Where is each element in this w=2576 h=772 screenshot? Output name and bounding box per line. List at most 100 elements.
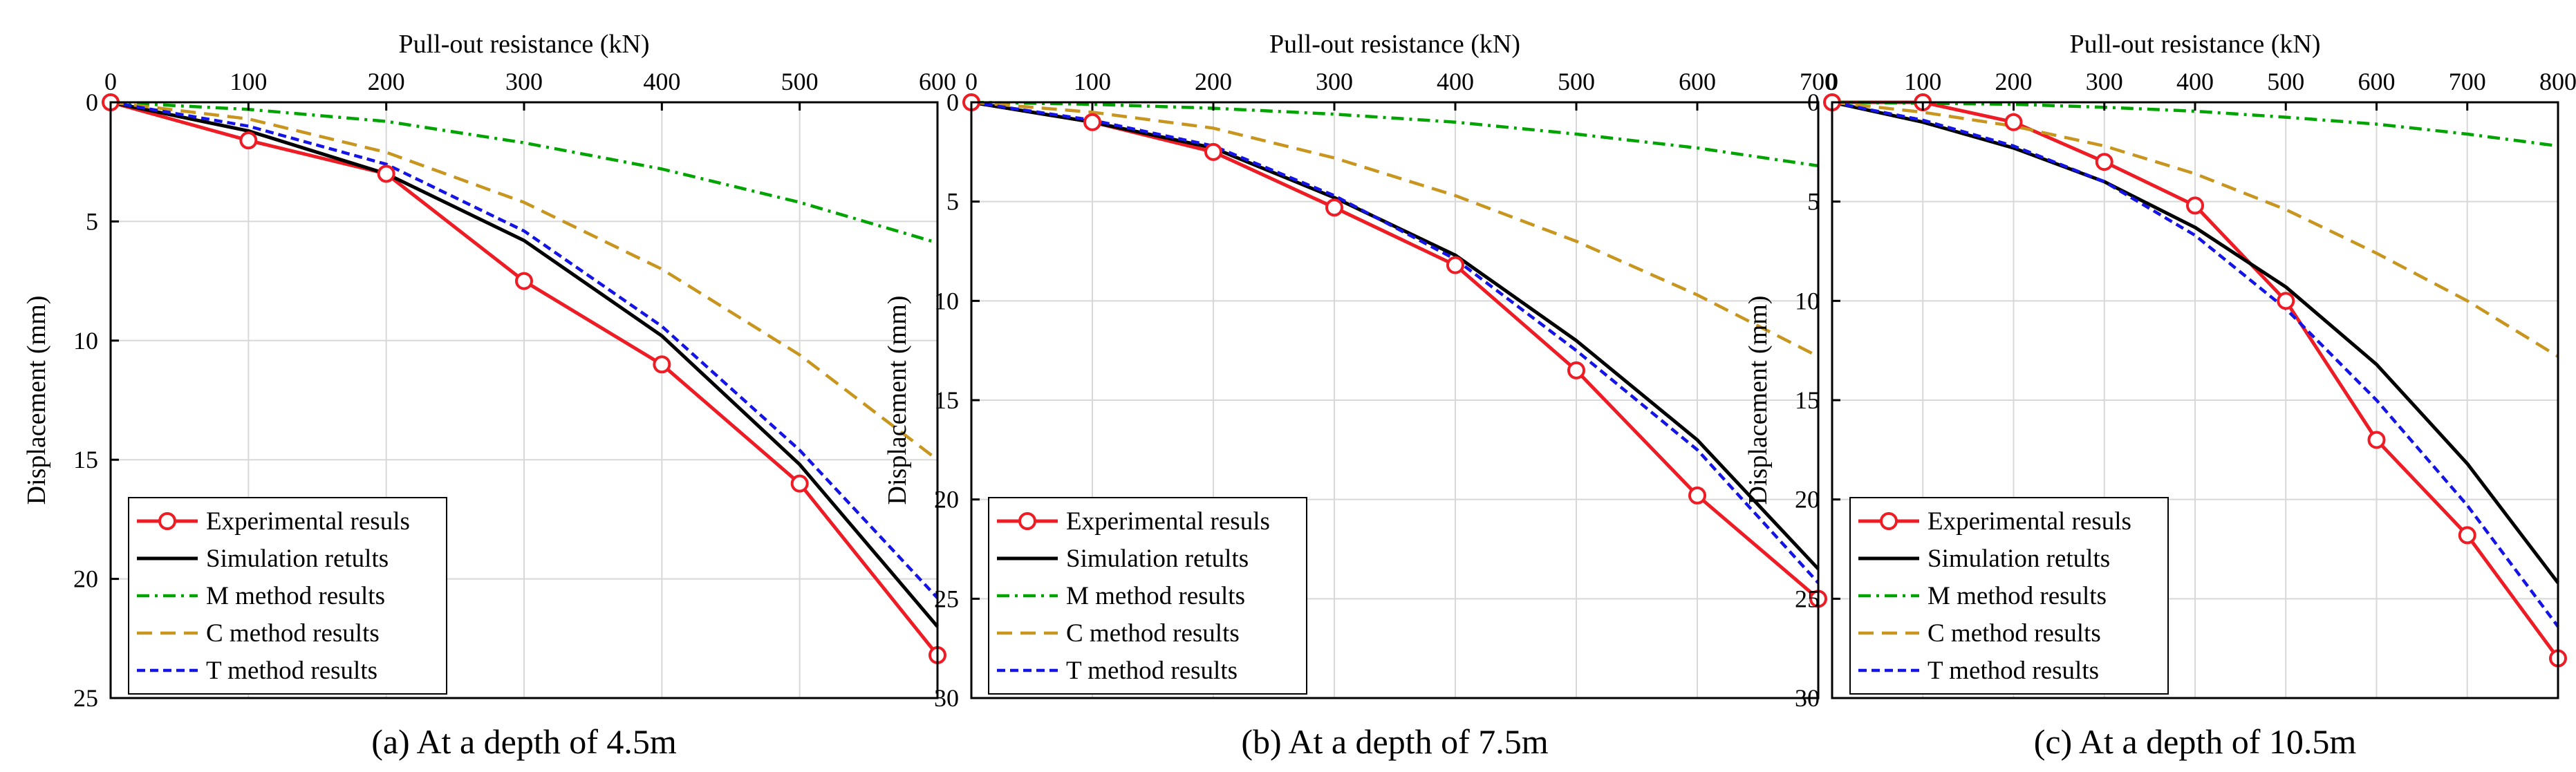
legend-label-c-method: C method results [1066,619,1240,648]
data-point-experimental [239,131,258,150]
y-axis-label: Displacement (mm) [22,296,51,505]
x-tick-label: 600 [1679,68,1716,95]
legend-label-experimental: Experimental resuls [1066,507,1270,536]
y-axis-label: Displacement (mm) [883,296,912,505]
data-point-experimental [1567,361,1585,379]
data-point-experimental [515,272,533,290]
x-axis-label: Pull-out resistance (kN) [2069,30,2320,59]
y-tick-label: 5 [86,207,98,235]
series-line-c-method [1831,100,2559,358]
series-line-simulation [110,100,939,628]
data-point-experimental [1083,113,1101,131]
y-tick-label: 0 [86,88,98,116]
x-tick-label: 600 [2358,68,2396,95]
legend-label-t-method: T method results [206,657,377,685]
x-tick-label: 700 [2449,68,2486,95]
series-line-c-method [110,100,939,461]
x-tick-label: 100 [1904,68,1941,95]
x-axis-label: Pull-out resistance (kN) [398,30,649,59]
panel-caption: (a) At a depth of 4.5m [371,722,677,761]
series-line-t-method [1831,100,2559,628]
series-line-c-method [971,100,1820,358]
data-point-experimental [2004,113,2023,131]
y-tick-label: 15 [73,446,98,473]
x-tick-label: 500 [781,68,819,95]
legend-label-simulation: Simulation retults [1066,545,1249,573]
x-tick-label: 0 [104,68,117,95]
x-tick-label: 800 [2539,68,2576,95]
y-tick-label: 20 [1795,486,1820,514]
x-tick-label: 200 [368,68,405,95]
series-line-simulation [971,100,1820,570]
x-tick-label: 400 [2176,68,2214,95]
legend-label-simulation: Simulation retults [1928,545,2110,573]
x-tick-label: 400 [643,68,680,95]
legend-label-experimental: Experimental resuls [206,507,410,536]
x-tick-label: 200 [1995,68,2033,95]
x-tick-label: 700 [1800,68,1837,95]
data-point-experimental [2095,153,2113,171]
y-tick-label: 20 [73,565,98,593]
data-point-experimental [2458,526,2476,545]
y-tick-label: 20 [934,486,959,514]
series-line-t-method [971,100,1820,584]
data-point-experimental [1446,256,1464,274]
y-tick-label: 15 [934,386,959,414]
legend-label-m-method: M method results [1928,582,2107,610]
data-point-experimental [653,355,671,374]
x-tick-label: 300 [1316,68,1353,95]
series-line-m-method [971,100,1819,168]
x-tick-label: 200 [1195,68,1232,95]
y-tick-label: 30 [934,684,959,712]
x-tick-label: 100 [1074,68,1111,95]
legend-marker-experimental [1880,512,1898,530]
legend-label-simulation: Simulation retults [206,545,389,573]
legend: Experimental resuls Simulation retults M… [128,497,447,695]
x-tick-label: 300 [2086,68,2123,95]
legend-marker-experimental [1018,512,1036,530]
y-tick-label: 25 [934,585,959,612]
data-point-experimental [2367,431,2386,449]
y-tick-label: 25 [73,684,98,712]
data-point-experimental [1204,142,1222,161]
x-tick-label: 400 [1437,68,1474,95]
y-tick-label: 10 [73,327,98,355]
data-point-experimental [377,164,395,183]
x-tick-label: 300 [505,68,543,95]
y-tick-label: 15 [1795,386,1820,414]
legend: Experimental resuls Simulation retults M… [988,497,1307,695]
legend-label-t-method: T method results [1928,657,2099,685]
data-point-experimental [2186,196,2204,215]
legend: Experimental resuls Simulation retults M… [1849,497,2169,695]
y-tick-label: 25 [1795,585,1820,612]
series-line-simulation [1831,100,2559,584]
y-tick-label: 10 [934,287,959,314]
legend-label-c-method: C method results [206,619,380,648]
legend-label-experimental: Experimental resuls [1928,507,2131,536]
y-tick-label: 30 [1795,684,1820,712]
y-tick-label: 5 [946,188,959,216]
x-axis-label: Pull-out resistance (kN) [1269,30,1520,59]
series-line-t-method [110,100,939,599]
legend-label-m-method: M method results [206,582,385,610]
legend-label-m-method: M method results [1066,582,1245,610]
data-point-experimental [2277,292,2295,310]
x-tick-label: 0 [1826,68,1838,95]
data-point-experimental [1325,198,1343,217]
panel-caption: (b) At a depth of 7.5m [1241,722,1548,761]
data-point-experimental [1688,486,1706,505]
legend-label-t-method: T method results [1066,657,1238,685]
x-tick-label: 500 [2267,68,2304,95]
chart-panel-c: 0 100 200 300 400 500 600 700 800 0 5 10 15 20 25 30 Pu… [1744,30,2576,761]
series-line-m-method [1831,100,2559,148]
y-tick-label: 5 [1807,188,1820,216]
x-tick-label: 0 [965,68,978,95]
y-axis-label: Displacement (mm) [1744,296,1773,505]
y-tick-label: 10 [1795,287,1820,314]
data-point-experimental [790,474,809,493]
legend-marker-experimental [158,512,176,530]
y-tick-label: 0 [946,88,959,116]
